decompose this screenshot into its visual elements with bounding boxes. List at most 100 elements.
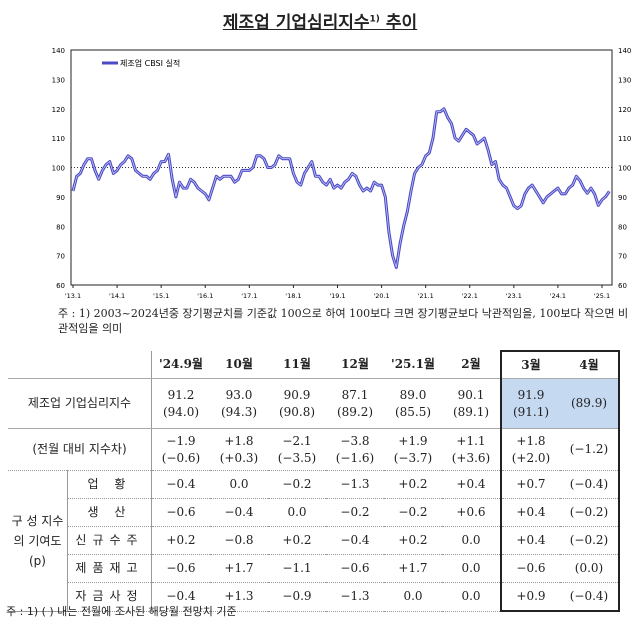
y-tick-left: 130 <box>52 76 65 84</box>
index-cell: 89.0 (85.5) <box>384 378 442 429</box>
y-tick-left: 80 <box>56 223 65 231</box>
contribution-cell: −0.2 <box>268 470 326 499</box>
contribution-cell: 0.0 <box>384 582 442 612</box>
column-header: 3월 <box>500 350 560 379</box>
contribution-cell: −0.4 <box>326 526 384 555</box>
column-header: 12월 <box>326 351 384 379</box>
diff-cell: (−1.2) <box>560 428 620 471</box>
y-tick-right: 140 <box>618 47 631 55</box>
row-label: 제품재고 <box>67 554 152 583</box>
title-suffix: 추이 <box>385 13 418 33</box>
contribution-cell: +0.4 <box>500 498 560 527</box>
index-cell: 91.2 (94.0) <box>151 378 210 429</box>
contribution-cell: (0.0) <box>560 554 620 583</box>
contribution-cell: 0.0 <box>442 526 501 555</box>
row-label: 업 황 <box>67 470 152 499</box>
contribution-cell: +0.9 <box>500 582 560 612</box>
diff-cell: +1.1 (+3.6) <box>442 428 501 471</box>
contribution-cell: +0.2 <box>384 470 442 499</box>
y-tick-right: 80 <box>618 223 627 231</box>
table-footnote: 주 : 1) ( ) 내는 전월에 조사된 해당월 전망치 기준 <box>6 605 237 618</box>
x-tick-label: '13.1 <box>65 292 81 300</box>
cbsi-series-highlight <box>72 108 610 268</box>
contribution-cell: 0.0 <box>210 470 268 499</box>
contribution-cell: −0.6 <box>151 498 210 527</box>
cbsi-line-chart: 60 60 70 70 80 80 90 90 100 100 110 110 120 120 130 130… <box>52 47 632 300</box>
contribution-cell: −0.2 <box>326 498 384 527</box>
x-tick-label: '20.1 <box>373 292 389 300</box>
index-cell: 93.0 (94.3) <box>210 378 268 429</box>
x-tick-label: '14.1 <box>109 292 125 300</box>
contribution-cell: +0.2 <box>268 526 326 555</box>
diff-cell: +1.8 (+2.0) <box>500 428 560 471</box>
group-label: 구 성 지수의 기여도 (p) <box>8 470 68 612</box>
contribution-cell: −1.1 <box>268 554 326 583</box>
y-tick-right: 100 <box>618 165 631 173</box>
column-header: 4월 <box>560 350 620 379</box>
diff-cell: +1.9 (−3.7) <box>384 428 442 471</box>
index-cell: (89.9) <box>560 378 620 429</box>
y-tick-left: 70 <box>56 253 65 261</box>
contribution-cell: −0.2 <box>384 498 442 527</box>
y-tick-right: 70 <box>618 253 627 261</box>
diff-cell: +1.8 (+0.3) <box>210 428 268 471</box>
contribution-cell: −0.4 <box>210 498 268 527</box>
y-tick-left: 100 <box>52 165 65 173</box>
contribution-cell: +1.7 <box>384 554 442 583</box>
contribution-cell: +0.6 <box>442 498 501 527</box>
contribution-cell: −0.8 <box>210 526 268 555</box>
row-label: 자금사정 <box>67 582 152 612</box>
title-footnote-mark: 1) <box>369 14 380 25</box>
column-header: 10월 <box>210 351 268 379</box>
chart-title: 제조업 기업심리지수1) 추이 <box>0 8 640 33</box>
contribution-cell: +1.7 <box>210 554 268 583</box>
y-tick-right: 130 <box>618 76 631 84</box>
contribution-cell: +0.2 <box>384 526 442 555</box>
index-label: 제조업 기업심리지수 <box>8 378 152 429</box>
x-tick-label: '25.1 <box>594 292 610 300</box>
y-tick-left: 90 <box>56 194 65 202</box>
x-tick-label: '17.1 <box>241 292 257 300</box>
index-cell: 87.1 (89.2) <box>326 378 384 429</box>
contribution-cell: +0.2 <box>151 526 210 555</box>
diff-cell: −3.8 (−1.6) <box>326 428 384 471</box>
x-tick-label: '24.1 <box>550 292 566 300</box>
x-tick-label: '15.1 <box>153 292 169 300</box>
contribution-cell: +1.3 <box>210 582 268 612</box>
index-cell: 91.9 (91.1) <box>500 378 560 429</box>
x-tick-label: '18.1 <box>285 292 301 300</box>
y-tick-left: 60 <box>56 282 65 290</box>
x-tick-label: '22.1 <box>462 292 478 300</box>
y-tick-right: 120 <box>618 106 631 114</box>
contribution-cell: +0.4 <box>442 470 501 499</box>
contribution-cell: −0.6 <box>151 554 210 583</box>
contribution-cell: −1.3 <box>326 582 384 612</box>
contribution-cell: 0.0 <box>442 554 501 583</box>
index-cell: 90.1 (89.1) <box>442 378 501 429</box>
diff-cell: −1.9 (−0.6) <box>151 428 210 471</box>
contribution-cell: (−0.4) <box>560 582 620 612</box>
y-tick-left: 140 <box>52 47 65 55</box>
column-header: 2월 <box>442 351 501 379</box>
y-tick-left: 120 <box>52 106 65 114</box>
contribution-cell: 0.0 <box>442 582 501 612</box>
contribution-cell: +0.7 <box>500 470 560 499</box>
contribution-cell: +0.4 <box>500 526 560 555</box>
title-text: 제조업 기업심리지수 <box>222 13 370 33</box>
contribution-cell: −1.3 <box>326 470 384 499</box>
contribution-cell: −0.6 <box>500 554 560 583</box>
x-tick-label: '21.1 <box>418 292 434 300</box>
row-label: 생 산 <box>67 498 152 527</box>
contribution-cell: −0.4 <box>151 470 210 499</box>
contribution-cell: (−0.2) <box>560 526 620 555</box>
contribution-cell: −0.9 <box>268 582 326 612</box>
row-label: 신규수주 <box>67 526 152 555</box>
x-tick-label: '23.1 <box>506 292 522 300</box>
x-tick-label: '16.1 <box>197 292 213 300</box>
y-tick-right: 90 <box>618 194 627 202</box>
y-tick-left: 110 <box>52 135 65 143</box>
diff-cell: −2.1 (−3.5) <box>268 428 326 471</box>
y-tick-right: 110 <box>618 135 631 143</box>
contribution-cell: 0.0 <box>268 498 326 527</box>
contribution-cell: (−0.4) <box>560 470 620 499</box>
